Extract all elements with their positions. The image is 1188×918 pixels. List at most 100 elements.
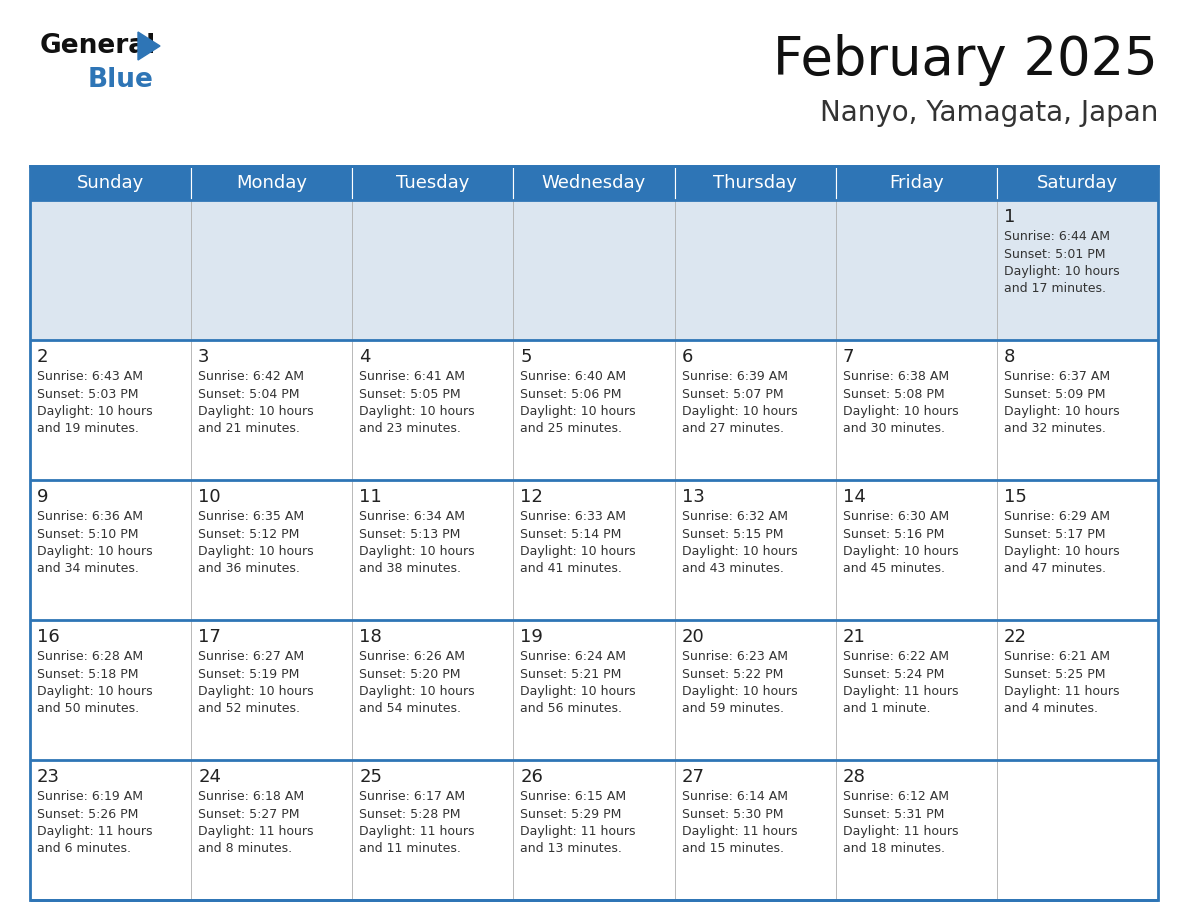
Text: Friday: Friday [889,174,943,192]
Text: Sunrise: 6:38 AM
Sunset: 5:08 PM
Daylight: 10 hours
and 30 minutes.: Sunrise: 6:38 AM Sunset: 5:08 PM Dayligh… [842,370,959,435]
Bar [997,340,1158,480]
Bar [675,340,835,480]
Text: Sunrise: 6:39 AM
Sunset: 5:07 PM
Daylight: 10 hours
and 27 minutes.: Sunrise: 6:39 AM Sunset: 5:07 PM Dayligh… [682,370,797,435]
Text: Sunrise: 6:40 AM
Sunset: 5:06 PM
Daylight: 10 hours
and 25 minutes.: Sunrise: 6:40 AM Sunset: 5:06 PM Dayligh… [520,370,636,435]
Text: 16: 16 [37,628,59,646]
Bar [997,620,1158,760]
Text: 18: 18 [359,628,383,646]
Bar [191,620,353,760]
Bar [191,340,353,480]
Text: Sunrise: 6:15 AM
Sunset: 5:29 PM
Daylight: 11 hours
and 13 minutes.: Sunrise: 6:15 AM Sunset: 5:29 PM Dayligh… [520,790,636,856]
Bar [997,200,1158,340]
Bar [997,166,1158,200]
Text: Sunrise: 6:29 AM
Sunset: 5:17 PM
Daylight: 10 hours
and 47 minutes.: Sunrise: 6:29 AM Sunset: 5:17 PM Dayligh… [1004,510,1119,576]
Text: 23: 23 [37,768,61,786]
Bar [513,480,675,620]
Text: Sunrise: 6:30 AM
Sunset: 5:16 PM
Daylight: 10 hours
and 45 minutes.: Sunrise: 6:30 AM Sunset: 5:16 PM Dayligh… [842,510,959,576]
Text: Sunrise: 6:28 AM
Sunset: 5:18 PM
Daylight: 10 hours
and 50 minutes.: Sunrise: 6:28 AM Sunset: 5:18 PM Dayligh… [37,650,152,715]
Text: 5: 5 [520,348,532,366]
Text: 17: 17 [198,628,221,646]
Bar [30,166,1158,900]
Text: Sunrise: 6:44 AM
Sunset: 5:01 PM
Daylight: 10 hours
and 17 minutes.: Sunrise: 6:44 AM Sunset: 5:01 PM Dayligh… [1004,230,1119,296]
Text: Sunrise: 6:27 AM
Sunset: 5:19 PM
Daylight: 10 hours
and 52 minutes.: Sunrise: 6:27 AM Sunset: 5:19 PM Dayligh… [198,650,314,715]
Text: Sunrise: 6:42 AM
Sunset: 5:04 PM
Daylight: 10 hours
and 21 minutes.: Sunrise: 6:42 AM Sunset: 5:04 PM Dayligh… [198,370,314,435]
Bar [997,480,1158,620]
Text: 9: 9 [37,488,49,506]
Text: General: General [40,33,157,59]
Text: Nanyo, Yamagata, Japan: Nanyo, Yamagata, Japan [820,99,1158,127]
Text: Wednesday: Wednesday [542,174,646,192]
Text: 10: 10 [198,488,221,506]
Text: 11: 11 [359,488,383,506]
Text: 15: 15 [1004,488,1026,506]
Text: Sunrise: 6:35 AM
Sunset: 5:12 PM
Daylight: 10 hours
and 36 minutes.: Sunrise: 6:35 AM Sunset: 5:12 PM Dayligh… [198,510,314,576]
Bar [353,340,513,480]
Bar [513,166,675,200]
Bar [835,340,997,480]
Bar [675,620,835,760]
Text: Sunrise: 6:21 AM
Sunset: 5:25 PM
Daylight: 11 hours
and 4 minutes.: Sunrise: 6:21 AM Sunset: 5:25 PM Dayligh… [1004,650,1119,715]
Text: 28: 28 [842,768,866,786]
Bar [835,200,997,340]
Text: 12: 12 [520,488,543,506]
Bar [30,340,191,480]
Bar [30,480,191,620]
Text: Thursday: Thursday [713,174,797,192]
Text: Sunrise: 6:33 AM
Sunset: 5:14 PM
Daylight: 10 hours
and 41 minutes.: Sunrise: 6:33 AM Sunset: 5:14 PM Dayligh… [520,510,636,576]
Text: Sunrise: 6:19 AM
Sunset: 5:26 PM
Daylight: 11 hours
and 6 minutes.: Sunrise: 6:19 AM Sunset: 5:26 PM Dayligh… [37,790,152,856]
Text: 26: 26 [520,768,543,786]
Bar [675,200,835,340]
Polygon shape [138,32,160,60]
Text: 14: 14 [842,488,866,506]
Text: 1: 1 [1004,208,1016,226]
Bar [353,480,513,620]
Text: Sunrise: 6:26 AM
Sunset: 5:20 PM
Daylight: 10 hours
and 54 minutes.: Sunrise: 6:26 AM Sunset: 5:20 PM Dayligh… [359,650,475,715]
Text: Sunrise: 6:36 AM
Sunset: 5:10 PM
Daylight: 10 hours
and 34 minutes.: Sunrise: 6:36 AM Sunset: 5:10 PM Dayligh… [37,510,152,576]
Bar [513,760,675,900]
Bar [997,760,1158,900]
Text: 25: 25 [359,768,383,786]
Text: Saturday: Saturday [1037,174,1118,192]
Text: Monday: Monday [236,174,308,192]
Bar [513,340,675,480]
Bar [30,760,191,900]
Text: 20: 20 [682,628,704,646]
Text: Sunrise: 6:18 AM
Sunset: 5:27 PM
Daylight: 11 hours
and 8 minutes.: Sunrise: 6:18 AM Sunset: 5:27 PM Dayligh… [198,790,314,856]
Text: Sunrise: 6:24 AM
Sunset: 5:21 PM
Daylight: 10 hours
and 56 minutes.: Sunrise: 6:24 AM Sunset: 5:21 PM Dayligh… [520,650,636,715]
Text: 22: 22 [1004,628,1026,646]
Bar [675,480,835,620]
Bar [675,760,835,900]
Bar [353,200,513,340]
Text: Sunrise: 6:23 AM
Sunset: 5:22 PM
Daylight: 10 hours
and 59 minutes.: Sunrise: 6:23 AM Sunset: 5:22 PM Dayligh… [682,650,797,715]
Text: Sunday: Sunday [77,174,144,192]
Text: Sunrise: 6:32 AM
Sunset: 5:15 PM
Daylight: 10 hours
and 43 minutes.: Sunrise: 6:32 AM Sunset: 5:15 PM Dayligh… [682,510,797,576]
Text: Sunrise: 6:17 AM
Sunset: 5:28 PM
Daylight: 11 hours
and 11 minutes.: Sunrise: 6:17 AM Sunset: 5:28 PM Dayligh… [359,790,475,856]
Text: Tuesday: Tuesday [396,174,469,192]
Text: 24: 24 [198,768,221,786]
Text: Sunrise: 6:14 AM
Sunset: 5:30 PM
Daylight: 11 hours
and 15 minutes.: Sunrise: 6:14 AM Sunset: 5:30 PM Dayligh… [682,790,797,856]
Text: 4: 4 [359,348,371,366]
Bar [675,166,835,200]
Text: 27: 27 [682,768,704,786]
Bar [191,166,353,200]
Text: 2: 2 [37,348,49,366]
Bar [30,166,191,200]
Bar [513,620,675,760]
Text: 8: 8 [1004,348,1016,366]
Bar [30,620,191,760]
Bar [191,760,353,900]
Text: 19: 19 [520,628,543,646]
Bar [835,166,997,200]
Text: Sunrise: 6:41 AM
Sunset: 5:05 PM
Daylight: 10 hours
and 23 minutes.: Sunrise: 6:41 AM Sunset: 5:05 PM Dayligh… [359,370,475,435]
Bar [353,620,513,760]
Bar [513,200,675,340]
Bar [30,200,191,340]
Text: February 2025: February 2025 [773,34,1158,86]
Text: Sunrise: 6:22 AM
Sunset: 5:24 PM
Daylight: 11 hours
and 1 minute.: Sunrise: 6:22 AM Sunset: 5:24 PM Dayligh… [842,650,959,715]
Text: 21: 21 [842,628,866,646]
Bar [835,620,997,760]
Bar [191,200,353,340]
Text: 7: 7 [842,348,854,366]
Text: Sunrise: 6:34 AM
Sunset: 5:13 PM
Daylight: 10 hours
and 38 minutes.: Sunrise: 6:34 AM Sunset: 5:13 PM Dayligh… [359,510,475,576]
Text: Sunrise: 6:12 AM
Sunset: 5:31 PM
Daylight: 11 hours
and 18 minutes.: Sunrise: 6:12 AM Sunset: 5:31 PM Dayligh… [842,790,959,856]
